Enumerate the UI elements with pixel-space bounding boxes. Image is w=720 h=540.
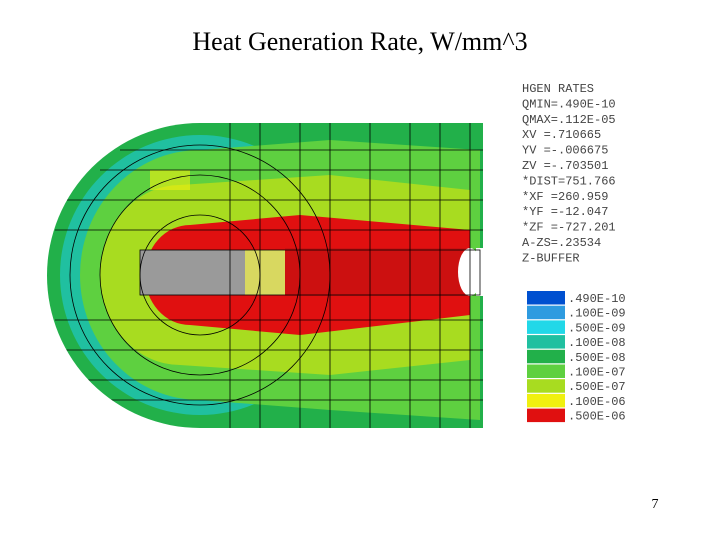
info-line: *YF =-12.047 [522,205,608,219]
info-line: ZV =-.703501 [522,159,608,173]
info-line: QMIN=.490E-10 [522,97,616,111]
info-line: *ZF =-727.201 [522,221,616,235]
info-line: A-ZS=.23534 [522,236,601,250]
legend-label: .500E-07 [568,380,626,394]
legend-swatch [527,291,565,305]
legend-label: .100E-07 [568,366,626,380]
page-number: 7 [652,497,659,512]
legend-swatch [527,349,565,364]
legend-swatch [527,364,565,378]
slide-title: Heat Generation Rate, W/mm^3 [192,27,527,56]
legend-label: .100E-08 [568,336,626,350]
info-line: YV =-.006675 [522,144,608,158]
legend-swatch [527,379,565,393]
legend-label: .490E-10 [568,292,626,306]
info-line: XV =.710665 [522,128,601,142]
legend-label: .500E-08 [568,351,626,365]
legend-label: .100E-06 [568,395,626,409]
legend-swatch [527,305,565,320]
info-line: QMAX=.112E-05 [522,113,616,127]
legend-label: .500E-09 [568,321,626,335]
info-line: HGEN RATES [522,82,594,96]
info-line: Z-BUFFER [522,251,580,265]
info-line: *DIST=751.766 [522,174,616,188]
contour-plot [47,123,484,428]
legend-swatch [527,335,565,349]
legend-swatch [527,408,565,423]
legend-swatch [527,320,565,334]
info-line: *XF =260.959 [522,190,608,204]
legend-label: .500E-06 [568,410,626,424]
legend-swatch [527,393,565,408]
legend-label: .100E-09 [568,307,626,321]
